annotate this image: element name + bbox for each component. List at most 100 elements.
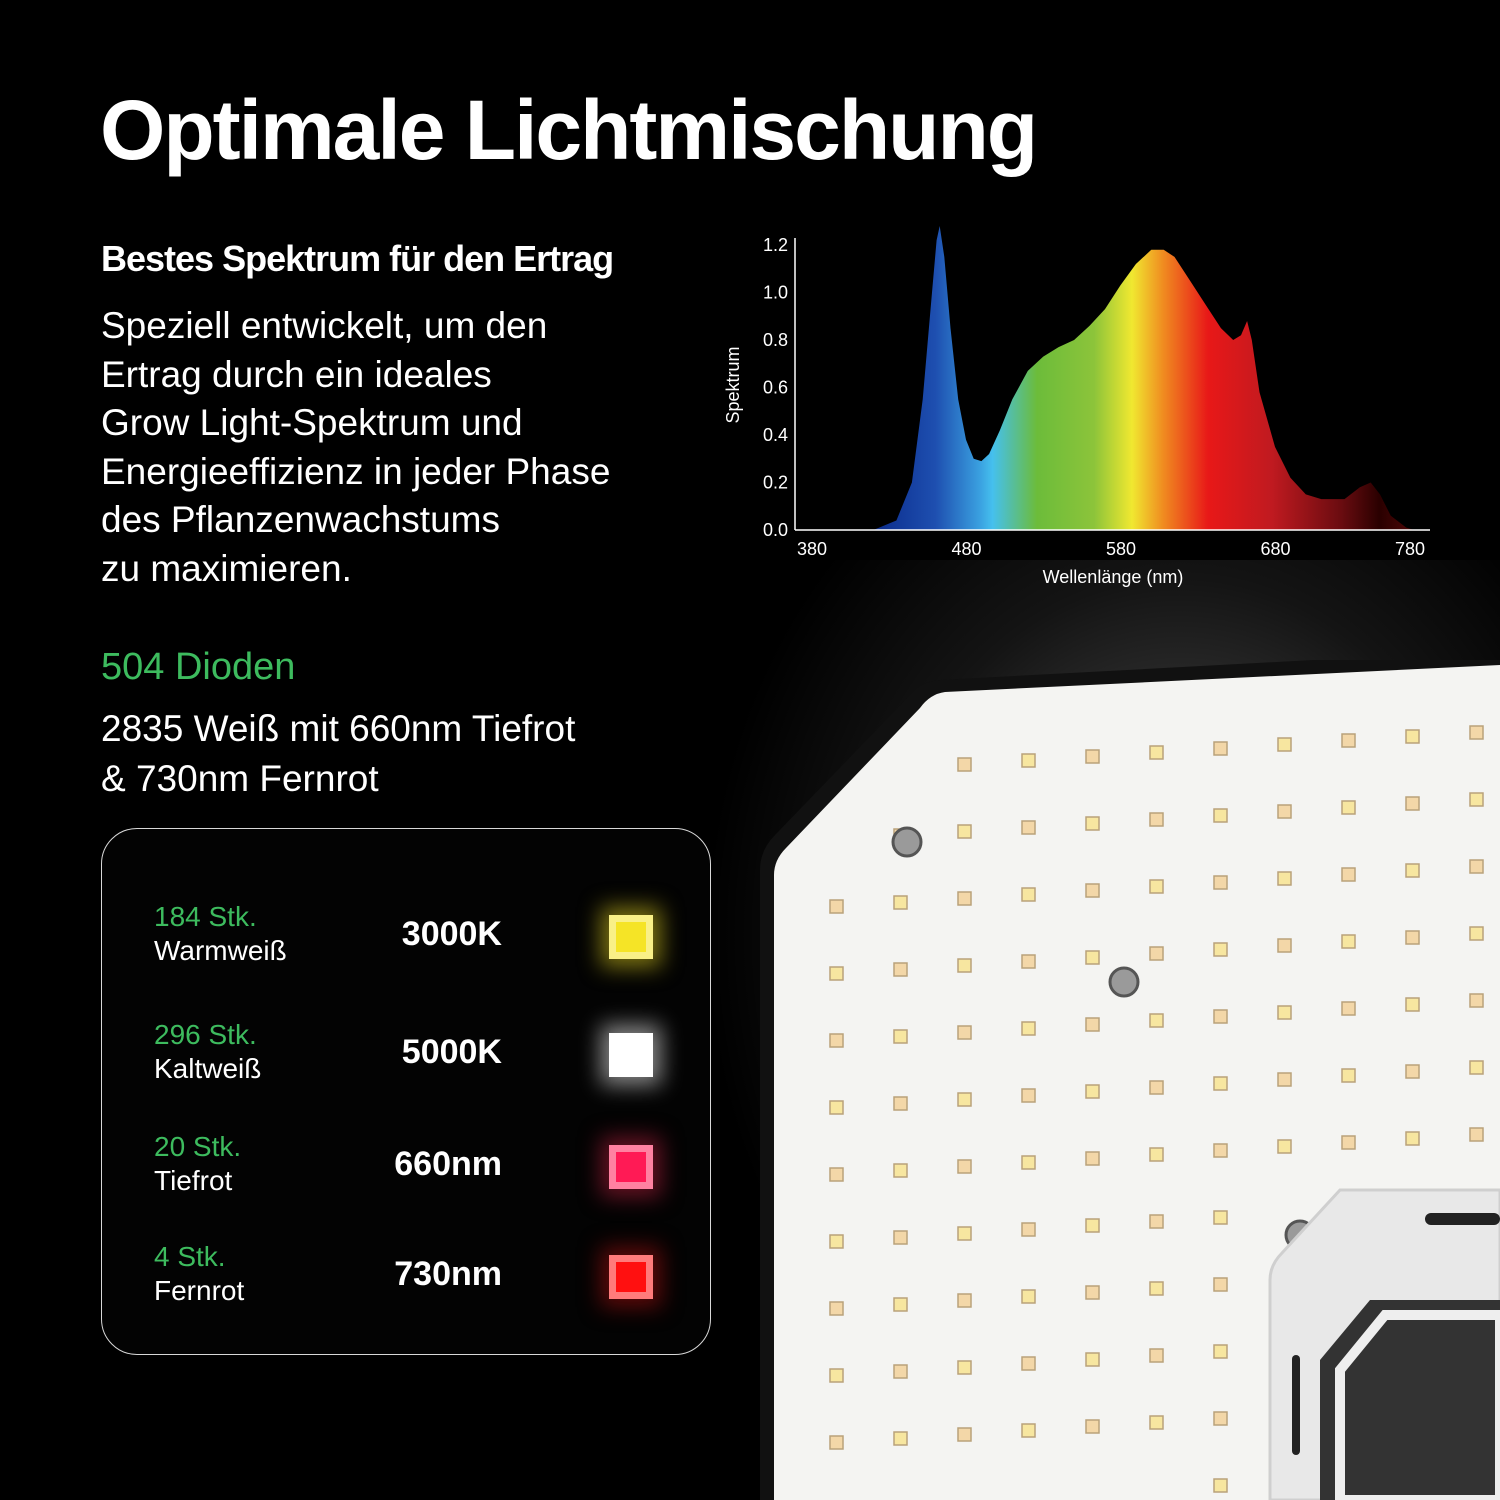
led-chip (893, 962, 908, 977)
led-chip (1341, 1001, 1356, 1016)
fan-guard (1335, 1310, 1500, 1500)
led-chip (1469, 1127, 1484, 1142)
led-chip (1021, 1289, 1036, 1304)
led-chip (1021, 1222, 1036, 1237)
led-chip (1085, 1151, 1100, 1166)
led-chip (1277, 871, 1292, 886)
led-chip (1149, 1415, 1164, 1430)
led-chip (1277, 1139, 1292, 1154)
description-line: Speziell entwickelt, um den (101, 305, 548, 346)
led-chip (957, 1427, 972, 1442)
led-chip (1405, 997, 1420, 1012)
led-chip (829, 966, 844, 981)
x-tick-label: 780 (1395, 539, 1425, 559)
led-name: Warmweiß (154, 935, 287, 966)
led-chip (1021, 954, 1036, 969)
led-chip (1405, 863, 1420, 878)
x-tick-label: 480 (951, 539, 981, 559)
x-tick-label: 380 (797, 539, 827, 559)
led-chip (893, 1029, 908, 1044)
spectrum-chart: 0.0 0.2 0.4 0.6 0.8 1.0 1.2 380 480 580 680 780 We… (723, 226, 1430, 587)
y-tick-label: 0.8 (763, 330, 788, 350)
screw-icon (1108, 966, 1140, 998)
y-tick-label: 0.2 (763, 473, 788, 493)
led-swatch (609, 1255, 653, 1299)
led-swatch (609, 1145, 653, 1189)
led-chip (893, 1163, 908, 1178)
led-chip (893, 1230, 908, 1245)
led-chip (1085, 1352, 1100, 1367)
led-chip (1085, 1218, 1100, 1233)
description-line: Grow Light-Spektrum und (101, 402, 523, 443)
led-chip (1469, 993, 1484, 1008)
description-line: zu maximieren. (101, 547, 352, 589)
led-chip (893, 1096, 908, 1111)
led-chip (1085, 950, 1100, 965)
y-tick-label: 0.4 (763, 425, 788, 445)
diodes-description-line: & 730nm Fernrot (101, 758, 379, 799)
led-chip (1341, 867, 1356, 882)
led-chip (1277, 737, 1292, 752)
y-tick-label: 1.2 (763, 235, 788, 255)
led-chip (1149, 812, 1164, 827)
description-line: Energieeffizienz in jeder Phase (101, 450, 611, 492)
led-chip (1341, 1068, 1356, 1083)
led-chip (1213, 875, 1228, 890)
led-chip (1021, 887, 1036, 902)
led-chip (1085, 1285, 1100, 1300)
led-chip (1341, 733, 1356, 748)
led-chip (957, 1025, 972, 1040)
led-chip (1085, 1084, 1100, 1099)
led-chip (1405, 1131, 1420, 1146)
led-count: 20 Stk. (154, 1131, 242, 1162)
led-chip (893, 1297, 908, 1312)
led-chip (1405, 796, 1420, 811)
led-chip (1213, 1009, 1228, 1024)
led-value: 730nm (394, 1255, 502, 1293)
led-chip (1085, 883, 1100, 898)
led-chip (1213, 1411, 1228, 1426)
led-chip (1213, 1076, 1228, 1091)
led-chip (1021, 820, 1036, 835)
led-chip (1469, 725, 1484, 740)
led-chip (1213, 1478, 1228, 1493)
led-chip (1021, 1155, 1036, 1170)
vent-slot (1292, 1355, 1300, 1455)
description-line: Ertrag durch ein ideales (101, 353, 492, 395)
led-chip (1021, 1021, 1036, 1036)
led-chip (1149, 1080, 1164, 1095)
led-chip (1149, 745, 1164, 760)
led-chip (829, 1435, 844, 1450)
led-type-row: 4 Stk. Fernrot 730nm (102, 1241, 710, 1321)
led-chip (1341, 934, 1356, 949)
led-chip (1149, 946, 1164, 961)
led-chip (1341, 1135, 1356, 1150)
led-value: 3000K (401, 915, 502, 953)
led-chip (1213, 1344, 1228, 1359)
led-chip (957, 824, 972, 839)
led-chip (1277, 1005, 1292, 1020)
led-chip (1149, 1348, 1164, 1363)
x-axis-label: Wellenlänge (nm) (1043, 567, 1184, 587)
y-tick-label: 0.0 (763, 520, 788, 540)
led-chip (957, 1092, 972, 1107)
led-type-row: 184 Stk. Warmweiß 3000K (102, 901, 710, 981)
led-count: 296 Stk. (154, 1019, 257, 1050)
y-axis-label: Spektrum (723, 346, 743, 423)
led-chip (1277, 1072, 1292, 1087)
led-chip (957, 1159, 972, 1174)
led-chip (957, 958, 972, 973)
led-chip (1213, 1277, 1228, 1292)
description: Speziell entwickelt, um den Ertrag durch… (101, 302, 701, 593)
led-chip (893, 895, 908, 910)
led-chip (893, 1431, 908, 1446)
led-chip (1213, 942, 1228, 957)
led-chip (1213, 741, 1228, 756)
led-count: 184 Stk. (154, 901, 257, 932)
led-value: 660nm (394, 1145, 502, 1183)
led-chip (1085, 1017, 1100, 1032)
led-chip (1277, 938, 1292, 953)
diodes-description-line: 2835 Weiß mit 660nm Tiefrot (101, 708, 576, 749)
page-title: Optimale Lichtmischung (100, 83, 1038, 177)
led-type-row: 296 Stk. Kaltweiß 5000K (102, 1019, 710, 1099)
